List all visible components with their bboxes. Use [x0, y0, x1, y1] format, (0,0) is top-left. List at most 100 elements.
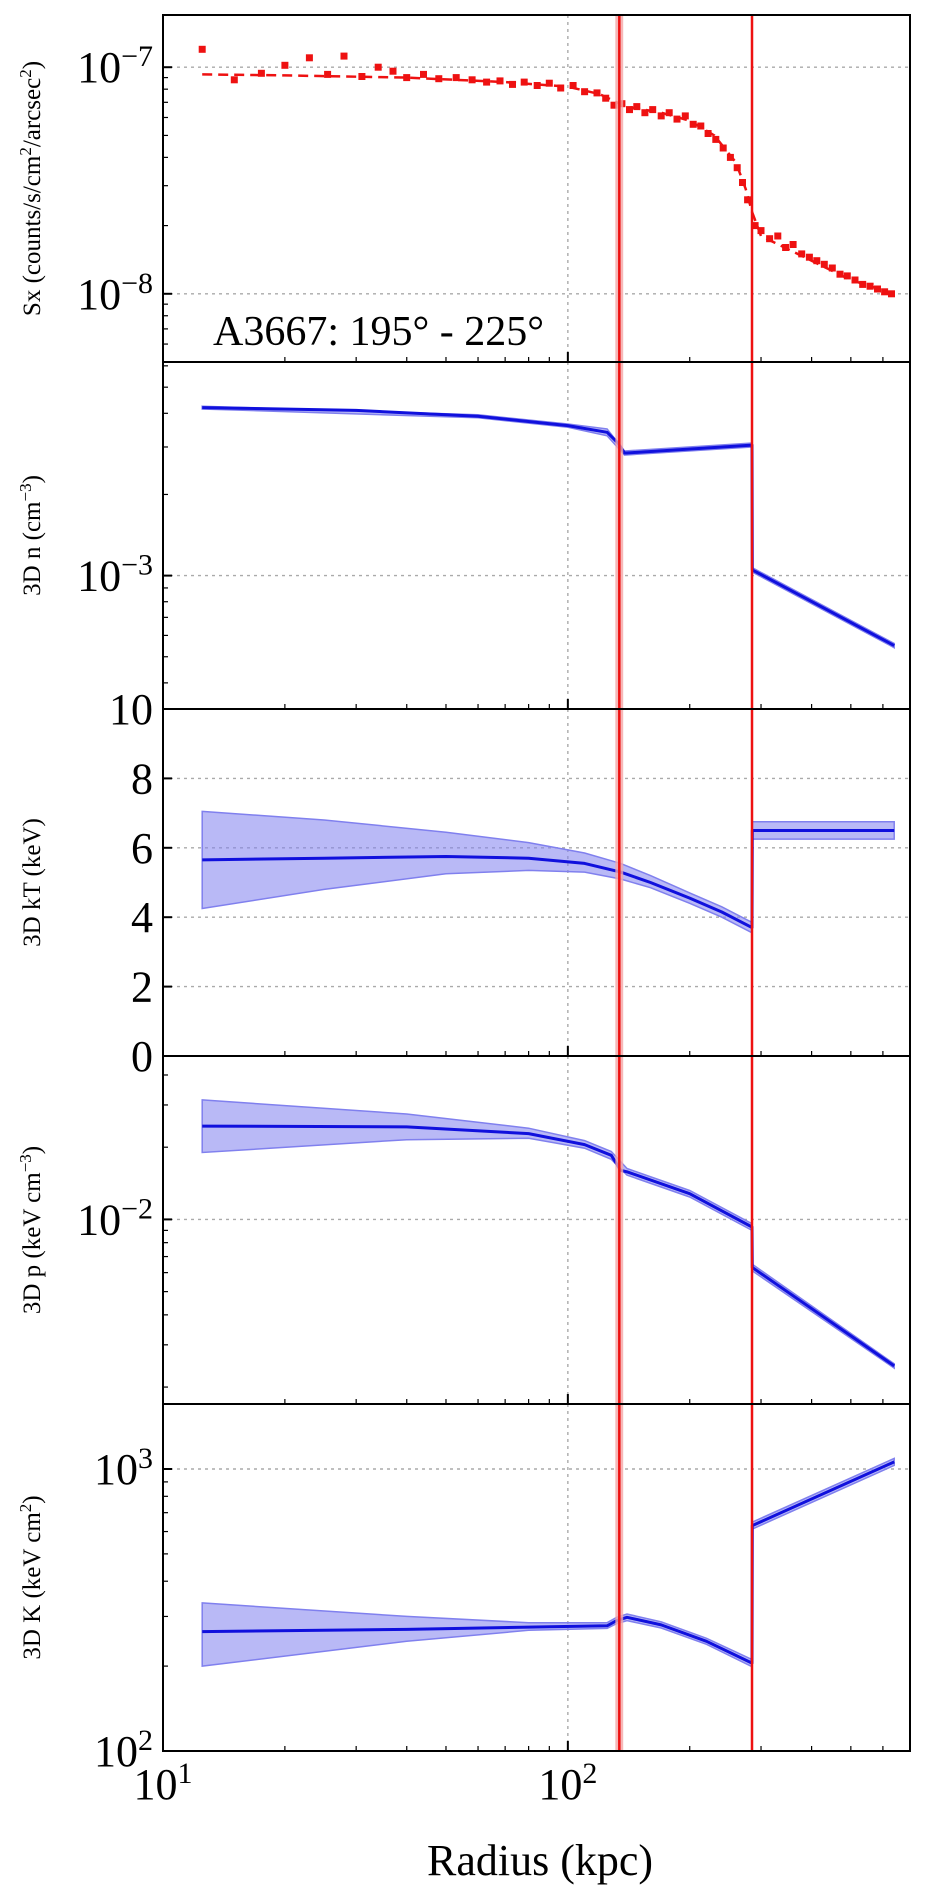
model-dashed-sx	[202, 73, 895, 295]
y-tick-label: 2	[131, 963, 153, 1012]
y-tick-label: 0	[131, 1032, 153, 1081]
y-ticks-entropy: 103 102	[94, 1441, 172, 1776]
panel-density	[163, 362, 910, 709]
x-tick-label: 102	[538, 1757, 597, 1810]
data-point	[257, 69, 265, 77]
data-point	[641, 109, 649, 117]
y-tick-label: 102	[94, 1724, 153, 1777]
band-temperature	[201, 810, 895, 935]
panel-entropy	[163, 1404, 910, 1751]
data-point	[673, 115, 681, 123]
data-point	[681, 112, 689, 120]
data-point	[665, 109, 673, 117]
data-point	[798, 250, 806, 258]
data-point	[719, 144, 727, 152]
data-point	[198, 45, 206, 53]
data-point	[230, 76, 238, 84]
data-point	[533, 82, 541, 89]
data-point	[557, 84, 565, 92]
scatter-sx	[198, 45, 895, 298]
data-point	[452, 74, 460, 82]
band-density	[201, 405, 895, 649]
y-axis-label-entropy: 3D K (keV cm2)	[16, 1495, 47, 1659]
y-ticks-pressure: 10−2	[77, 1074, 172, 1388]
data-point	[733, 164, 741, 172]
panels	[163, 15, 910, 1751]
x-tick-label: 101	[134, 1757, 193, 1810]
data-point	[374, 63, 382, 71]
panel-frames: 10−7 10−8 Sx (counts/s/cm2/arcsec2) 10−3 3D …	[16, 14, 911, 1776]
y-axis-label-temperature: 3D kT (keV)	[19, 818, 46, 947]
model-line-density	[202, 406, 895, 647]
y-tick-label: 10−3	[77, 548, 153, 601]
data-point	[689, 120, 697, 128]
data-point	[649, 106, 657, 114]
data-point	[843, 272, 851, 280]
data-point	[881, 288, 889, 296]
frame-density	[162, 361, 911, 710]
x-axis-label: Radius (kpc)	[427, 1836, 653, 1885]
data-point	[697, 122, 705, 130]
data-point	[496, 77, 504, 85]
data-point	[403, 74, 411, 82]
data-point	[828, 264, 836, 272]
data-point	[569, 82, 577, 89]
y-tick-label: 4	[131, 893, 153, 942]
data-point	[866, 282, 874, 290]
band-pressure	[201, 1099, 895, 1370]
y-ticks-density: 10−3	[77, 365, 172, 684]
model-line-pressure	[202, 1124, 896, 1368]
x-axis: 101 102	[134, 352, 911, 1809]
y-axis-label-pressure: 3D p (keV cm−3)	[16, 1146, 47, 1314]
y-axis-label-density: 3D n (cm−3)	[16, 475, 47, 596]
data-point	[626, 106, 633, 114]
data-point	[782, 244, 790, 251]
data-point	[820, 260, 828, 268]
data-point	[581, 88, 589, 96]
data-point	[712, 135, 720, 143]
data-point	[509, 80, 516, 88]
data-point	[281, 61, 289, 69]
data-point	[633, 103, 641, 111]
data-point	[766, 235, 774, 243]
panel-pressure	[163, 1056, 910, 1404]
data-point	[358, 73, 366, 80]
y-tick-label: 8	[131, 754, 153, 803]
y-tick-label: 103	[94, 1441, 153, 1494]
data-point	[874, 285, 881, 293]
data-point	[520, 78, 528, 86]
data-point	[602, 94, 610, 102]
data-point	[851, 276, 859, 284]
data-point	[420, 70, 427, 78]
y-tick-label: 10−7	[77, 40, 153, 93]
data-point	[593, 89, 601, 97]
data-point	[757, 227, 765, 235]
y-ticks-temperature: 0 2 4 6 8 10	[109, 685, 172, 1081]
y-tick-label: 10−2	[77, 1192, 153, 1245]
data-point	[610, 101, 618, 109]
y-tick-label: 6	[131, 824, 153, 873]
frame-entropy	[162, 1403, 911, 1752]
y-tick-label: 10	[109, 685, 153, 734]
data-point	[859, 280, 867, 288]
data-point	[726, 153, 734, 161]
data-point	[435, 75, 443, 83]
data-point	[836, 270, 844, 278]
panel-annotation: A3667: 195° - 225°	[213, 309, 544, 355]
data-point	[739, 179, 746, 186]
data-point	[813, 257, 821, 265]
data-point	[805, 253, 813, 261]
shock-fronts	[615, 15, 754, 1751]
y-tick-label: 10−8	[77, 266, 153, 319]
y-ticks-sx: 10−7 10−8	[77, 40, 172, 363]
data-point	[389, 67, 397, 75]
data-point	[744, 196, 752, 204]
data-point	[545, 79, 553, 87]
band-entropy	[201, 1457, 895, 1668]
data-point	[751, 222, 759, 230]
data-point	[340, 52, 348, 60]
data-point	[888, 290, 895, 298]
data-point	[704, 130, 712, 137]
data-point	[657, 112, 665, 120]
